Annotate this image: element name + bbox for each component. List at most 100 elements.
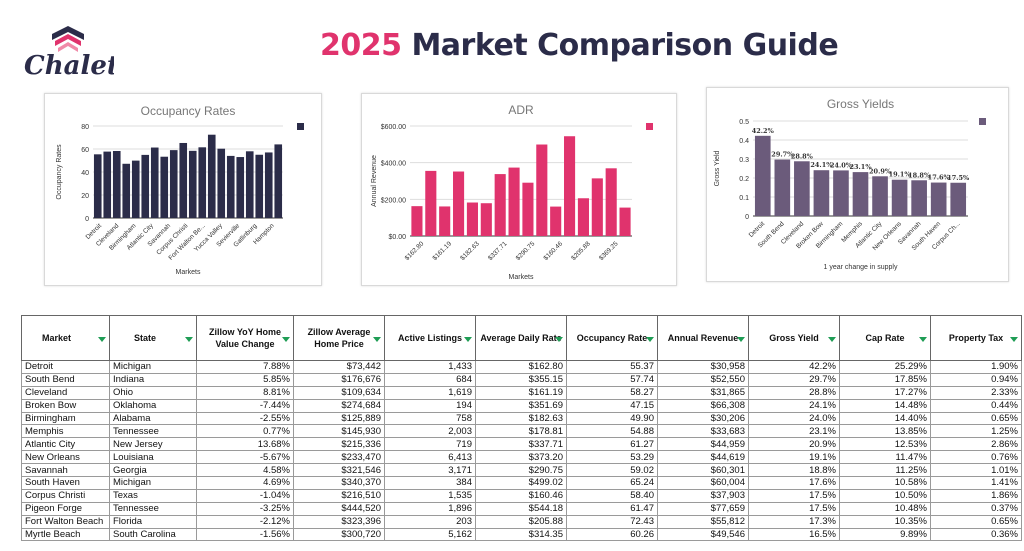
- table-cell[interactable]: 25.29%: [839, 360, 931, 374]
- table-cell[interactable]: 2,003: [384, 424, 476, 439]
- table-cell[interactable]: 54.88: [566, 424, 658, 439]
- table-cell[interactable]: 10.50%: [839, 488, 931, 503]
- table-cell[interactable]: -1.04%: [196, 488, 294, 503]
- table-cell[interactable]: Pigeon Forge: [21, 501, 110, 516]
- filter-icon[interactable]: [1010, 337, 1018, 342]
- table-cell[interactable]: $33,683: [657, 424, 749, 439]
- table-cell[interactable]: 5,162: [384, 527, 476, 542]
- table-cell[interactable]: Savannah: [21, 463, 110, 478]
- table-cell[interactable]: Texas: [109, 488, 197, 503]
- table-cell[interactable]: $37,903: [657, 488, 749, 503]
- table-cell[interactable]: Indiana: [109, 372, 197, 387]
- table-cell[interactable]: $145,930: [293, 424, 385, 439]
- filter-icon[interactable]: [282, 337, 290, 342]
- table-cell[interactable]: 9.89%: [839, 527, 931, 542]
- table-cell[interactable]: $499.02: [475, 476, 567, 490]
- filter-icon[interactable]: [646, 337, 654, 342]
- table-cell[interactable]: 17.5%: [748, 488, 840, 503]
- table-cell[interactable]: 49.90: [566, 411, 658, 426]
- table-cell[interactable]: 10.58%: [839, 476, 931, 490]
- table-cell[interactable]: 194: [384, 398, 476, 413]
- table-cell[interactable]: 758: [384, 411, 476, 426]
- table-cell[interactable]: $233,470: [293, 450, 385, 465]
- table-cell[interactable]: 0.36%: [930, 527, 1022, 542]
- table-cell[interactable]: Birmingham: [21, 411, 110, 426]
- table-cell[interactable]: Myrtle Beach: [21, 527, 110, 542]
- table-cell[interactable]: Corpus Christi: [21, 488, 110, 503]
- table-cell[interactable]: 2.86%: [930, 437, 1022, 452]
- filter-icon[interactable]: [737, 337, 745, 342]
- column-header[interactable]: State: [109, 315, 197, 361]
- table-cell[interactable]: $300,720: [293, 527, 385, 542]
- table-cell[interactable]: $60,004: [657, 476, 749, 490]
- table-cell[interactable]: $355.15: [475, 372, 567, 387]
- table-cell[interactable]: 11.25%: [839, 463, 931, 478]
- table-cell[interactable]: 17.5%: [748, 501, 840, 516]
- table-cell[interactable]: 47.15: [566, 398, 658, 413]
- table-cell[interactable]: 18.8%: [748, 463, 840, 478]
- table-cell[interactable]: 719: [384, 437, 476, 452]
- table-cell[interactable]: 19.1%: [748, 450, 840, 465]
- table-cell[interactable]: $176,676: [293, 372, 385, 387]
- table-cell[interactable]: 17.3%: [748, 514, 840, 529]
- table-cell[interactable]: $49,546: [657, 527, 749, 542]
- table-cell[interactable]: $373.20: [475, 450, 567, 465]
- column-header[interactable]: Property Tax: [930, 315, 1022, 361]
- table-cell[interactable]: Ohio: [109, 385, 197, 400]
- table-cell[interactable]: 60.26: [566, 527, 658, 542]
- table-cell[interactable]: 1.86%: [930, 488, 1022, 503]
- table-cell[interactable]: 0.76%: [930, 450, 1022, 465]
- table-cell[interactable]: $52,550: [657, 372, 749, 387]
- table-cell[interactable]: 61.47: [566, 501, 658, 516]
- table-cell[interactable]: $323,396: [293, 514, 385, 529]
- table-cell[interactable]: Fort Walton Beach: [21, 514, 110, 529]
- table-cell[interactable]: 1.41%: [930, 476, 1022, 490]
- table-cell[interactable]: 65.24: [566, 476, 658, 490]
- column-header[interactable]: Occupancy Rate: [566, 315, 658, 361]
- table-cell[interactable]: $77,659: [657, 501, 749, 516]
- table-cell[interactable]: -5.67%: [196, 450, 294, 465]
- table-cell[interactable]: Georgia: [109, 463, 197, 478]
- filter-icon[interactable]: [828, 337, 836, 342]
- table-cell[interactable]: 1,896: [384, 501, 476, 516]
- table-cell[interactable]: 17.27%: [839, 385, 931, 400]
- table-cell[interactable]: $73,442: [293, 360, 385, 374]
- table-cell[interactable]: New Jersey: [109, 437, 197, 452]
- table-cell[interactable]: $60,301: [657, 463, 749, 478]
- table-cell[interactable]: $215,336: [293, 437, 385, 452]
- table-cell[interactable]: 72.43: [566, 514, 658, 529]
- table-cell[interactable]: South Haven: [21, 476, 110, 490]
- table-cell[interactable]: Michigan: [109, 360, 197, 374]
- table-cell[interactable]: 6,413: [384, 450, 476, 465]
- table-cell[interactable]: 57.74: [566, 372, 658, 387]
- table-cell[interactable]: $31,865: [657, 385, 749, 400]
- column-header[interactable]: Market: [21, 315, 110, 361]
- table-cell[interactable]: 1,433: [384, 360, 476, 374]
- table-cell[interactable]: South Carolina: [109, 527, 197, 542]
- table-cell[interactable]: 0.37%: [930, 501, 1022, 516]
- table-cell[interactable]: 13.68%: [196, 437, 294, 452]
- table-cell[interactable]: 24.1%: [748, 398, 840, 413]
- table-cell[interactable]: 1,619: [384, 385, 476, 400]
- table-cell[interactable]: $125,889: [293, 411, 385, 426]
- table-cell[interactable]: 53.29: [566, 450, 658, 465]
- table-cell[interactable]: Michigan: [109, 476, 197, 490]
- table-cell[interactable]: $55,812: [657, 514, 749, 529]
- table-cell[interactable]: 1.01%: [930, 463, 1022, 478]
- table-cell[interactable]: $205.88: [475, 514, 567, 529]
- table-cell[interactable]: $290.75: [475, 463, 567, 478]
- table-cell[interactable]: 23.1%: [748, 424, 840, 439]
- table-cell[interactable]: Oklahoma: [109, 398, 197, 413]
- table-cell[interactable]: 58.27: [566, 385, 658, 400]
- column-header[interactable]: Average Daily Rate: [475, 315, 567, 361]
- table-cell[interactable]: Tennessee: [109, 501, 197, 516]
- table-cell[interactable]: Detroit: [21, 360, 110, 374]
- table-cell[interactable]: $337.71: [475, 437, 567, 452]
- table-cell[interactable]: 384: [384, 476, 476, 490]
- table-cell[interactable]: 10.48%: [839, 501, 931, 516]
- table-cell[interactable]: 203: [384, 514, 476, 529]
- table-cell[interactable]: 29.7%: [748, 372, 840, 387]
- table-cell[interactable]: $30,206: [657, 411, 749, 426]
- table-cell[interactable]: 61.27: [566, 437, 658, 452]
- filter-icon[interactable]: [373, 337, 381, 342]
